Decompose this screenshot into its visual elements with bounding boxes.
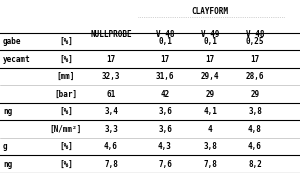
Text: 4,8: 4,8 [248, 125, 262, 134]
Text: 4,6: 4,6 [248, 142, 262, 151]
Text: 17: 17 [160, 55, 169, 64]
Text: [%]: [%] [59, 107, 73, 116]
Text: ng: ng [3, 160, 12, 169]
Text: 4,6: 4,6 [104, 142, 118, 151]
Text: 17: 17 [250, 55, 260, 64]
Text: ng: ng [3, 107, 12, 116]
Text: [bar]: [bar] [54, 90, 78, 99]
Text: 7,6: 7,6 [158, 160, 172, 169]
Text: g: g [3, 142, 8, 151]
Text: V 48: V 48 [246, 30, 264, 39]
Text: 17: 17 [206, 55, 214, 64]
Text: 4,3: 4,3 [158, 142, 172, 151]
Text: 29,4: 29,4 [201, 72, 219, 81]
Text: gabe: gabe [3, 37, 22, 46]
Text: [%]: [%] [59, 55, 73, 64]
Text: 17: 17 [106, 55, 116, 64]
Text: yecamt: yecamt [3, 55, 31, 64]
Text: 8,2: 8,2 [248, 160, 262, 169]
Text: 3,6: 3,6 [158, 107, 172, 116]
Text: V 49: V 49 [201, 30, 219, 39]
Text: 3,8: 3,8 [248, 107, 262, 116]
Text: [%]: [%] [59, 37, 73, 46]
Text: 0,25: 0,25 [246, 37, 264, 46]
Text: 32,3: 32,3 [102, 72, 120, 81]
Text: 3,3: 3,3 [104, 125, 118, 134]
Text: [%]: [%] [59, 160, 73, 169]
Text: 61: 61 [106, 90, 116, 99]
Text: 0,1: 0,1 [158, 37, 172, 46]
Text: V 48: V 48 [156, 30, 174, 39]
Text: NULLPROBE: NULLPROBE [90, 30, 132, 39]
Text: 31,6: 31,6 [156, 72, 174, 81]
Text: 4,1: 4,1 [203, 107, 217, 116]
Text: 29: 29 [250, 90, 260, 99]
Text: 0,1: 0,1 [203, 37, 217, 46]
Text: 7,8: 7,8 [203, 160, 217, 169]
Text: 3,8: 3,8 [203, 142, 217, 151]
Text: [mm]: [mm] [57, 72, 75, 81]
Text: [%]: [%] [59, 142, 73, 151]
Text: [N/mm²]: [N/mm²] [50, 125, 82, 134]
Text: 29: 29 [206, 90, 214, 99]
Text: 4: 4 [208, 125, 212, 134]
Text: 42: 42 [160, 90, 169, 99]
Text: 7,8: 7,8 [104, 160, 118, 169]
Text: 28,6: 28,6 [246, 72, 264, 81]
Text: CLAYFORM: CLAYFORM [191, 7, 229, 16]
Text: 3,4: 3,4 [104, 107, 118, 116]
Text: 3,6: 3,6 [158, 125, 172, 134]
